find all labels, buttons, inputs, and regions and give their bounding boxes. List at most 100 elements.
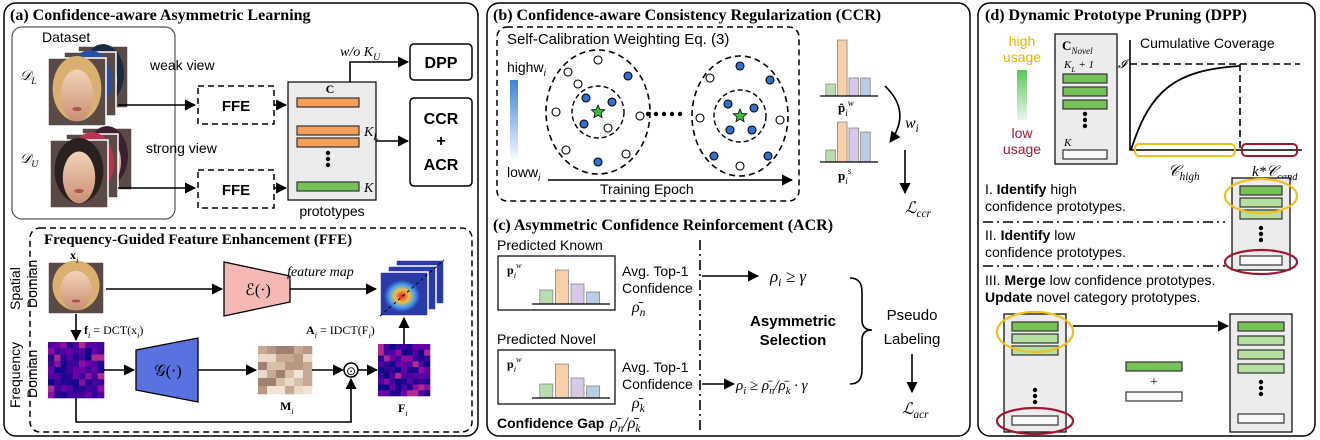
ellipsis-dot [670, 112, 674, 116]
pixel [390, 350, 396, 356]
ellipsis-dot [326, 151, 330, 155]
subscript: i [405, 409, 408, 418]
pixel [267, 370, 276, 378]
pixel [98, 354, 105, 361]
pixel [92, 361, 99, 368]
label: Confidence [622, 376, 693, 392]
label: III. Merge low confidence prototypes. [985, 272, 1215, 288]
subscript: acr [914, 409, 930, 421]
subscript: n [640, 307, 646, 319]
pixel [54, 379, 61, 386]
prototype [1012, 322, 1058, 331]
line [885, 86, 900, 142]
pixel [390, 344, 396, 350]
pixel [407, 390, 413, 396]
label: fi = DCT(xi) [84, 323, 143, 340]
mini-bar [861, 78, 871, 96]
pixel [48, 342, 55, 349]
label: p̂iw [838, 98, 854, 118]
pixel [384, 384, 390, 390]
text-part: low confidence prototypes. [1046, 272, 1216, 288]
text-part: I. [985, 181, 997, 197]
text-part: A [306, 323, 315, 337]
pixel [54, 354, 61, 361]
pixel [285, 362, 294, 370]
label: Fi [398, 401, 408, 418]
label: Frequency [7, 342, 23, 408]
label: piw [507, 261, 522, 280]
pixel [54, 373, 61, 380]
pixel [407, 356, 413, 362]
sample [726, 126, 734, 134]
ellipsis-dot [1259, 232, 1263, 236]
text-part: ) [139, 323, 143, 337]
pixel [85, 386, 92, 393]
sample [608, 98, 616, 106]
pixel [413, 356, 419, 362]
sample [594, 158, 602, 166]
pixel [390, 373, 396, 379]
label: + [1150, 375, 1158, 390]
pixel [407, 379, 413, 385]
ellipsis-dot [1083, 112, 1087, 116]
pixel [73, 379, 80, 386]
label: FFE [222, 98, 250, 115]
sample [622, 150, 630, 158]
pixel [73, 373, 80, 380]
face [63, 152, 95, 204]
label: (c) Asymmetric Confidence Reinforcement … [493, 217, 833, 234]
pixel [378, 390, 384, 396]
label: Self-Calibration Weighting Eq. (3) [507, 31, 729, 48]
pixel [60, 373, 67, 380]
pixel [418, 373, 424, 379]
pixel [267, 378, 276, 386]
subscript: ccr [917, 208, 932, 220]
label: + [436, 133, 445, 150]
pixel [60, 348, 67, 355]
pixel [276, 370, 285, 378]
pixel [73, 348, 80, 355]
sample [582, 94, 590, 102]
pixel [407, 344, 413, 350]
pixel [294, 370, 303, 378]
pixel [79, 386, 86, 393]
ellipsis-dot [1259, 238, 1263, 242]
pixel [67, 348, 74, 355]
pixel [92, 367, 99, 374]
label: Update novel category prototypes. [985, 289, 1201, 305]
text-part: M [280, 399, 291, 413]
pixel [92, 342, 99, 349]
pixel [258, 362, 267, 370]
label: FFE [222, 182, 250, 199]
pixel [413, 361, 419, 367]
mini-bar [555, 270, 568, 304]
pixel [395, 390, 401, 396]
subscript: Novel [1070, 46, 1093, 56]
label: weak view [149, 57, 215, 73]
sample [706, 74, 714, 82]
pixel [378, 344, 384, 350]
label: Training Epoch [600, 181, 694, 197]
pixel [384, 379, 390, 385]
label: C [326, 82, 335, 96]
pixel [390, 384, 396, 390]
label: Dataset [42, 29, 90, 45]
pixel [73, 342, 80, 349]
label: ρ̄k [631, 395, 646, 415]
text-part: ≥ γ [781, 267, 807, 286]
pixel [390, 356, 396, 362]
label: Selection [760, 332, 827, 349]
pixel [294, 378, 303, 386]
pixel [48, 379, 55, 386]
pixel [390, 367, 396, 373]
prototype [1126, 392, 1182, 401]
label: Predicted Known [497, 237, 603, 253]
text-part: ρ [735, 378, 743, 394]
label: 𝒞high [1168, 163, 1200, 183]
pixel [401, 356, 407, 362]
label: ACR [424, 157, 459, 174]
pixel [418, 384, 424, 390]
label: ρi ≥ γ [769, 267, 807, 289]
pixel [79, 348, 86, 355]
label: confidence prototypes. [985, 198, 1126, 214]
